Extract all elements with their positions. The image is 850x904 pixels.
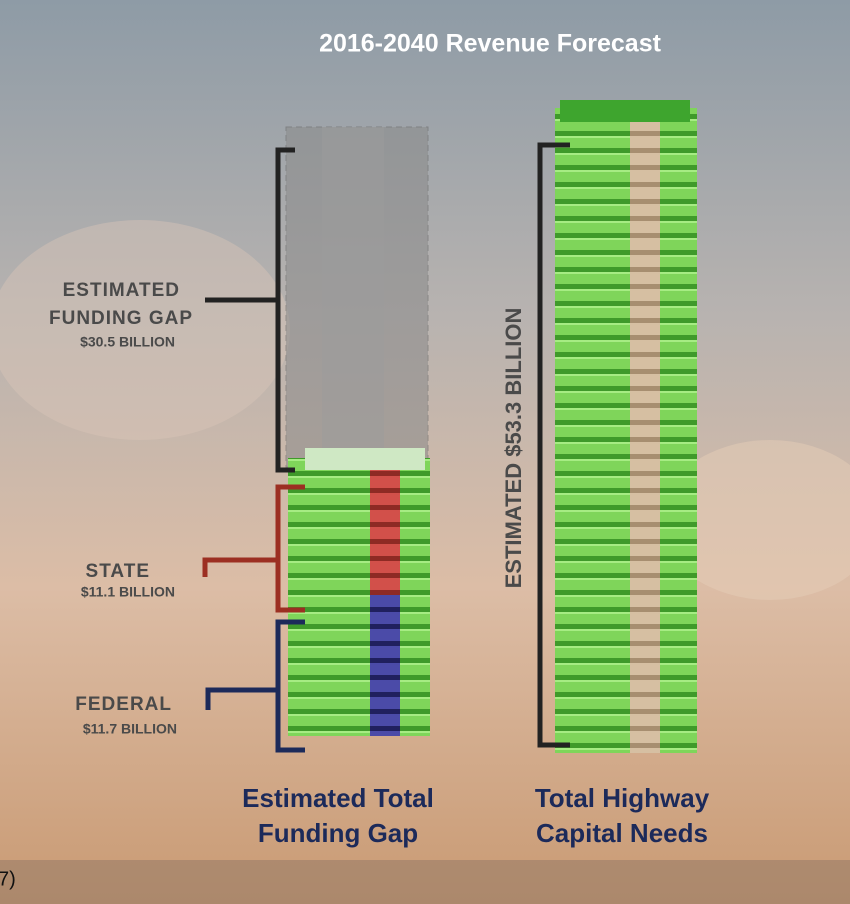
amount: $30.5 BILLION <box>80 334 175 350</box>
caption: Funding Gap <box>258 818 418 848</box>
caption: Estimated Total <box>242 783 434 813</box>
gap-box-face <box>322 127 384 467</box>
cloud <box>0 220 290 440</box>
total-label: ESTIMATED $53.3 BILLION <box>501 308 526 589</box>
title: 2016-2040 Revenue Forecast <box>319 30 662 58</box>
amount: $11.1 BILLION <box>81 584 175 600</box>
infographic: 2016-2040 Revenue Forecast ESTIMATED $53… <box>0 0 850 904</box>
ground <box>0 860 850 904</box>
label: ESTIMATED <box>63 280 180 301</box>
caption: Capital Needs <box>536 818 708 848</box>
paper-band <box>630 108 660 753</box>
caption: Total Highway <box>535 783 710 813</box>
federal-band <box>370 595 400 736</box>
stack-top <box>305 448 425 470</box>
amount: $11.7 BILLION <box>83 721 177 737</box>
money-stack <box>555 108 697 753</box>
stack-top <box>560 100 690 122</box>
label: FUNDING GAP <box>49 308 193 329</box>
state-band <box>370 458 400 595</box>
money-stack <box>288 458 430 736</box>
label: FEDERAL <box>75 694 172 715</box>
edge-text: 7) <box>0 868 16 890</box>
label: STATE <box>86 561 150 582</box>
